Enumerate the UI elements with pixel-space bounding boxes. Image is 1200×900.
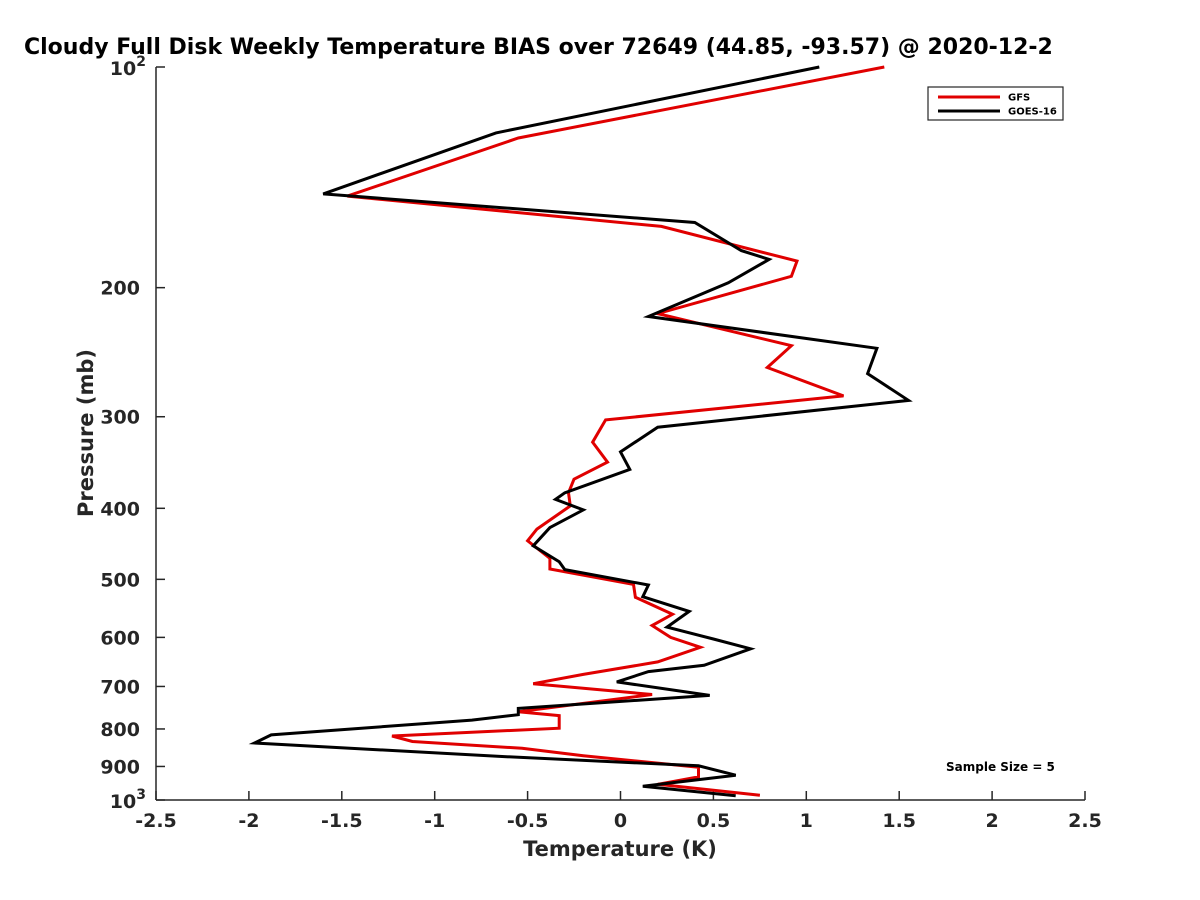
- y-tick-base: 10: [110, 791, 136, 813]
- x-axis: -2.5 -2 -1.5 -1 -0.5 0 0.5 1 1.5 2 2.5: [135, 791, 1102, 832]
- chart-title: Cloudy Full Disk Weekly Temperature BIAS…: [24, 35, 1053, 60]
- legend-label: GFS: [1008, 93, 1030, 104]
- x-tick-label: 1: [800, 810, 813, 832]
- x-tick-label: 1.5: [882, 810, 916, 832]
- x-tick-label: 2.5: [1068, 810, 1102, 832]
- x-tick-label: -2.5: [135, 810, 177, 832]
- x-tick-label: -2: [238, 810, 259, 832]
- y-axis-label: Pressure (mb): [74, 349, 98, 517]
- x-tick-label: 0: [614, 810, 627, 832]
- x-axis-label: Temperature (K): [523, 837, 717, 861]
- y-tick-label: 300: [100, 407, 140, 429]
- series-line-gfs: [346, 65, 885, 797]
- sample-size-annotation: Sample Size = 5: [946, 760, 1055, 774]
- y-tick-exponent: 3: [136, 787, 146, 803]
- legend-label: GOES-16: [1008, 107, 1057, 118]
- y-tick-exponent: 2: [136, 54, 146, 70]
- y-tick-label: 400: [100, 498, 140, 520]
- y-tick-label: 200: [100, 278, 140, 300]
- x-tick-label: -1: [424, 810, 445, 832]
- y-tick-label: 900: [100, 756, 140, 778]
- y-tick-label: 700: [100, 676, 140, 698]
- x-tick-label: -1.5: [321, 810, 363, 832]
- y-tick-label: 600: [100, 627, 140, 649]
- x-tick-label: 2: [985, 810, 998, 832]
- x-tick-label: 0.5: [697, 810, 731, 832]
- y-tick-label: 103: [110, 787, 146, 813]
- y-tick-label: 102: [110, 54, 146, 80]
- series-lines: [248, 65, 913, 798]
- y-tick-label: 500: [100, 569, 140, 591]
- x-tick-label: -0.5: [507, 810, 549, 832]
- legend: GFS GOES-16: [927, 86, 1064, 121]
- series-line-goes-16: [248, 65, 913, 798]
- y-tick-base: 10: [110, 58, 136, 80]
- y-tick-label: 800: [100, 719, 140, 741]
